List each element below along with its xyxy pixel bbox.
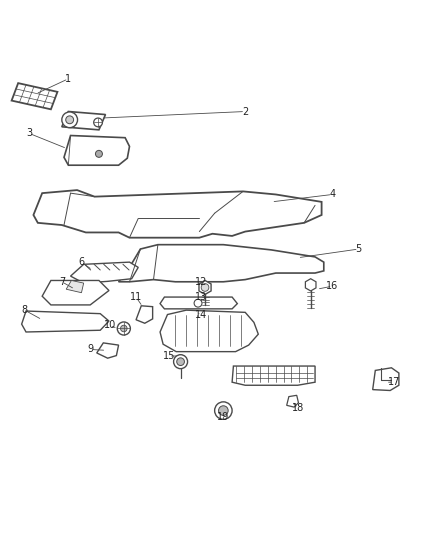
- Polygon shape: [64, 135, 130, 165]
- Polygon shape: [62, 111, 106, 130]
- Polygon shape: [12, 83, 57, 109]
- Circle shape: [173, 354, 187, 369]
- Polygon shape: [232, 366, 315, 385]
- Polygon shape: [21, 311, 109, 332]
- Text: 15: 15: [162, 351, 175, 361]
- Text: 19: 19: [217, 412, 230, 422]
- Polygon shape: [119, 245, 324, 282]
- Circle shape: [94, 118, 102, 127]
- Circle shape: [201, 284, 209, 292]
- Polygon shape: [287, 395, 298, 407]
- Polygon shape: [97, 343, 119, 358]
- Text: 2: 2: [242, 107, 248, 117]
- Text: 7: 7: [59, 277, 65, 287]
- Circle shape: [66, 116, 74, 124]
- Polygon shape: [199, 280, 211, 294]
- Text: 9: 9: [87, 344, 93, 354]
- Text: 11: 11: [130, 292, 142, 302]
- Text: 4: 4: [329, 189, 336, 199]
- Circle shape: [177, 358, 184, 366]
- Polygon shape: [71, 262, 138, 283]
- Text: 1: 1: [65, 74, 71, 84]
- Polygon shape: [66, 280, 84, 293]
- Polygon shape: [160, 297, 237, 309]
- Circle shape: [215, 402, 232, 419]
- Polygon shape: [42, 280, 109, 305]
- Polygon shape: [33, 190, 321, 238]
- Text: 14: 14: [195, 310, 208, 319]
- Polygon shape: [373, 368, 399, 391]
- Polygon shape: [136, 306, 152, 323]
- Circle shape: [194, 299, 202, 307]
- Text: 18: 18: [291, 403, 304, 414]
- Text: 12: 12: [195, 277, 208, 287]
- Circle shape: [62, 112, 78, 128]
- Text: 6: 6: [78, 257, 85, 267]
- Text: 17: 17: [388, 377, 400, 387]
- Circle shape: [219, 406, 228, 415]
- Text: 16: 16: [326, 281, 339, 291]
- Text: 10: 10: [104, 320, 116, 330]
- Polygon shape: [160, 310, 258, 352]
- Circle shape: [120, 325, 127, 332]
- Text: 13: 13: [195, 292, 208, 302]
- Circle shape: [117, 322, 131, 335]
- Text: 8: 8: [21, 305, 28, 315]
- Circle shape: [95, 150, 102, 157]
- Polygon shape: [305, 279, 316, 291]
- Text: 3: 3: [26, 128, 32, 139]
- Text: 5: 5: [356, 244, 362, 254]
